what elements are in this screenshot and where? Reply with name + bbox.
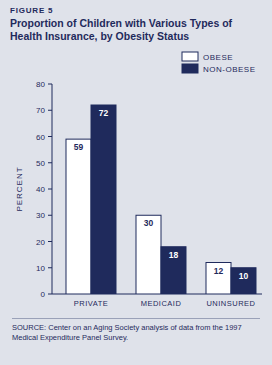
y-tick-label: 40 bbox=[36, 185, 45, 194]
y-tick bbox=[48, 267, 52, 268]
y-tick-label: 70 bbox=[36, 106, 45, 115]
bar bbox=[231, 268, 256, 294]
title: Proportion of Children with Various Type… bbox=[10, 17, 260, 42]
y-tick-label: 30 bbox=[36, 211, 45, 220]
data-label: 10 bbox=[239, 271, 249, 281]
bar bbox=[91, 105, 116, 294]
y-tick bbox=[48, 215, 52, 216]
data-label: 72 bbox=[99, 108, 109, 118]
y-tick bbox=[48, 136, 52, 137]
bar bbox=[161, 247, 186, 294]
x-tick-label: PRIVATE bbox=[74, 299, 108, 308]
y-tick-label: 80 bbox=[36, 80, 45, 89]
legend-label: NON-OBESE bbox=[203, 65, 256, 74]
figure-label: FIGURE 5 bbox=[10, 6, 53, 15]
bars bbox=[66, 105, 256, 294]
data-label: 59 bbox=[74, 142, 84, 152]
y-tick-label: 60 bbox=[36, 133, 45, 142]
y-tick bbox=[48, 189, 52, 190]
data-label: 30 bbox=[144, 218, 154, 228]
y-axis-label: PERCENT bbox=[15, 166, 24, 211]
data-labels: 59 72 30 18 12 10 bbox=[74, 108, 249, 281]
y-tick bbox=[48, 162, 52, 163]
legend: OBESE NON-OBESE bbox=[182, 52, 256, 74]
y-tick-label: 50 bbox=[36, 159, 45, 168]
x-tick-label: MEDICAID bbox=[141, 299, 182, 308]
legend-label: OBESE bbox=[203, 53, 233, 62]
legend-swatch bbox=[182, 64, 198, 73]
y-tick-label: 10 bbox=[36, 264, 45, 273]
bar bbox=[136, 215, 161, 294]
data-label: 18 bbox=[169, 250, 179, 260]
y-tick bbox=[48, 241, 52, 242]
y-tick bbox=[48, 84, 52, 85]
y-tick bbox=[48, 294, 52, 295]
source: SOURCE: Center on an Aging Society analy… bbox=[12, 318, 260, 343]
legend-swatch bbox=[182, 52, 198, 61]
bar bbox=[206, 263, 231, 295]
chart: 0 10 20 30 40 50 60 70 80 PERCENT 59 72 30 18 12 10 PRIV… bbox=[0, 0, 272, 365]
data-label: 12 bbox=[214, 266, 224, 276]
x-tick-label: UNINSURED bbox=[206, 299, 255, 308]
y-tick-label: 0 bbox=[41, 290, 46, 299]
y-tick bbox=[48, 110, 52, 111]
y-tick-label: 20 bbox=[36, 238, 45, 247]
bar bbox=[66, 139, 91, 294]
